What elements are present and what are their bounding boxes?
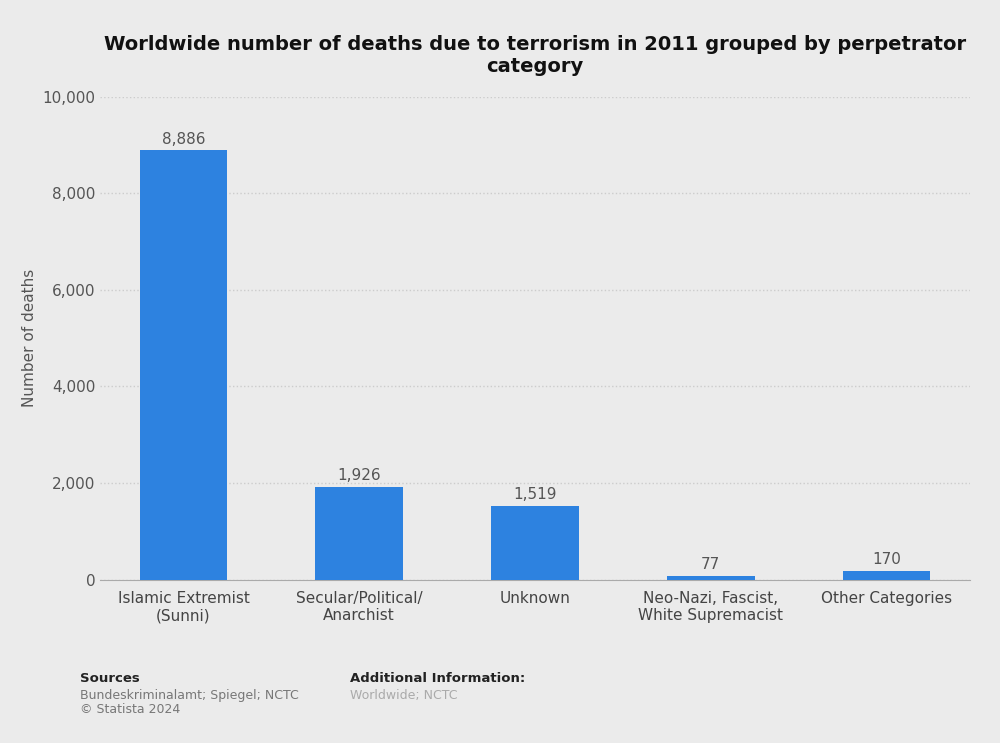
Bar: [140, 150, 227, 580]
Text: Sources: Sources: [80, 672, 140, 685]
Bar: [315, 487, 403, 580]
Bar: [843, 571, 930, 580]
Text: © Statista 2024: © Statista 2024: [80, 703, 180, 716]
Text: 1,519: 1,519: [513, 487, 557, 502]
Y-axis label: Number of deaths: Number of deaths: [22, 269, 37, 407]
Bar: [491, 506, 579, 580]
Bar: [667, 576, 755, 580]
Text: 8,886: 8,886: [162, 132, 205, 146]
Text: Bundeskriminalamt; Spiegel; NCTC: Bundeskriminalamt; Spiegel; NCTC: [80, 689, 299, 701]
Text: Additional Information:: Additional Information:: [350, 672, 525, 685]
Title: Worldwide number of deaths due to terrorism in 2011 grouped by perpetrator
categ: Worldwide number of deaths due to terror…: [104, 35, 966, 76]
Text: 77: 77: [701, 557, 720, 572]
Text: 170: 170: [872, 553, 901, 568]
Text: 1,926: 1,926: [337, 467, 381, 483]
Text: Worldwide; NCTC: Worldwide; NCTC: [350, 689, 458, 701]
